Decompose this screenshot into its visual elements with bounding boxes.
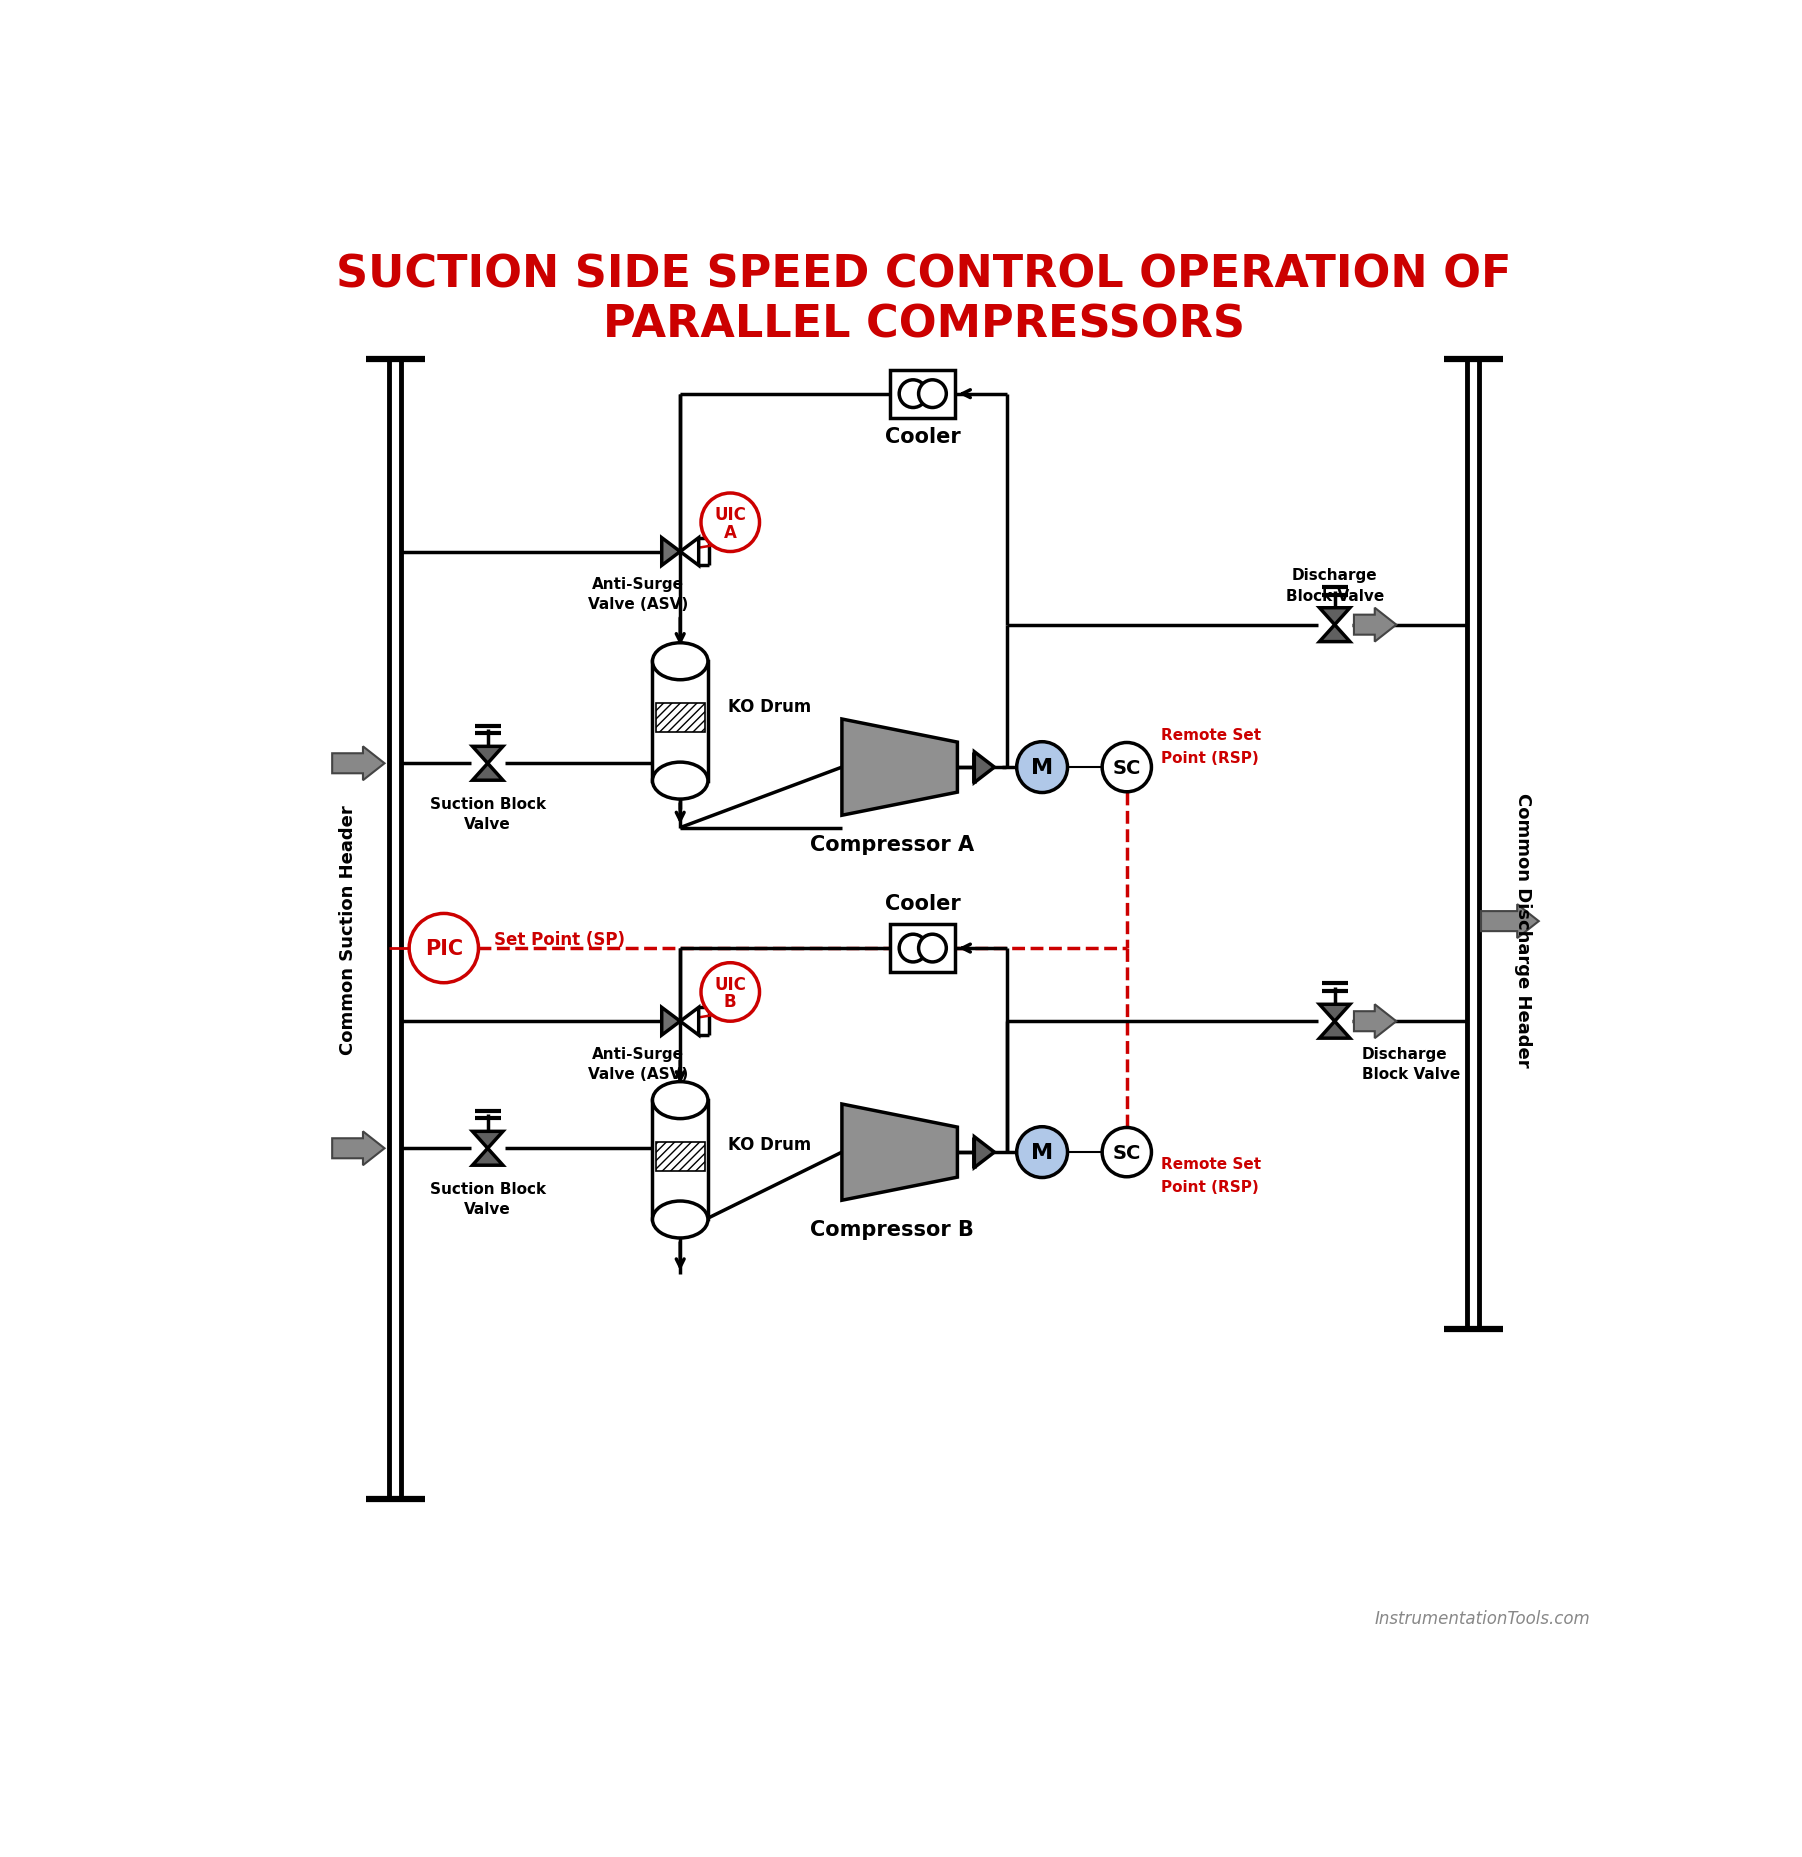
- Ellipse shape: [652, 643, 708, 680]
- Text: Compressor B: Compressor B: [811, 1220, 973, 1239]
- Text: Block Valve: Block Valve: [1285, 589, 1384, 604]
- Polygon shape: [1319, 626, 1350, 643]
- Polygon shape: [661, 1008, 679, 1036]
- Bar: [656, 704, 705, 734]
- Text: Common Suction Header: Common Suction Header: [339, 804, 357, 1055]
- Text: PIC: PIC: [425, 938, 463, 958]
- Polygon shape: [332, 747, 384, 780]
- Polygon shape: [472, 1149, 503, 1166]
- Polygon shape: [472, 1131, 503, 1149]
- Text: PARALLEL COMPRESSORS: PARALLEL COMPRESSORS: [602, 305, 1245, 347]
- Text: UIC: UIC: [714, 505, 746, 524]
- Text: M: M: [1031, 758, 1052, 778]
- Text: Point (RSP): Point (RSP): [1162, 750, 1260, 765]
- Circle shape: [919, 934, 946, 962]
- Text: UIC: UIC: [714, 975, 746, 993]
- Text: Valve: Valve: [465, 1201, 512, 1216]
- Polygon shape: [472, 747, 503, 763]
- Circle shape: [1016, 743, 1067, 793]
- Text: Cooler: Cooler: [885, 427, 960, 448]
- Polygon shape: [1319, 1005, 1350, 1021]
- Circle shape: [1103, 1127, 1151, 1177]
- Circle shape: [701, 494, 759, 552]
- Text: Point (RSP): Point (RSP): [1162, 1179, 1260, 1194]
- Text: Remote Set: Remote Set: [1162, 728, 1261, 743]
- Text: Suction Block: Suction Block: [429, 797, 546, 812]
- Polygon shape: [1353, 1005, 1397, 1038]
- Text: M: M: [1031, 1142, 1052, 1162]
- Text: Discharge: Discharge: [1292, 568, 1377, 583]
- Polygon shape: [975, 752, 995, 784]
- Bar: [652, 1101, 708, 1220]
- Polygon shape: [679, 539, 699, 566]
- Text: Cooler: Cooler: [885, 893, 960, 914]
- Polygon shape: [472, 763, 503, 780]
- Polygon shape: [1319, 1021, 1350, 1038]
- Text: SC: SC: [1112, 758, 1141, 778]
- Polygon shape: [679, 1008, 699, 1036]
- Ellipse shape: [652, 763, 708, 800]
- Text: Common Discharge Header: Common Discharge Header: [1514, 793, 1532, 1066]
- Text: A: A: [724, 524, 737, 542]
- Polygon shape: [842, 721, 957, 815]
- Polygon shape: [1481, 904, 1539, 938]
- Polygon shape: [1353, 609, 1397, 643]
- Text: SUCTION SIDE SPEED CONTROL OPERATION OF: SUCTION SIDE SPEED CONTROL OPERATION OF: [335, 254, 1512, 297]
- Polygon shape: [842, 1105, 957, 1201]
- Text: Suction Block: Suction Block: [429, 1181, 546, 1196]
- Polygon shape: [661, 539, 679, 566]
- Text: InstrumentationTools.com: InstrumentationTools.com: [1375, 1610, 1591, 1627]
- Ellipse shape: [652, 1201, 708, 1239]
- Polygon shape: [975, 1136, 995, 1168]
- Text: Compressor A: Compressor A: [809, 834, 975, 854]
- Ellipse shape: [652, 1083, 708, 1120]
- Text: Anti-Surge: Anti-Surge: [591, 1047, 683, 1062]
- Bar: [652, 661, 708, 782]
- Text: Set Point (SP): Set Point (SP): [494, 930, 625, 949]
- Bar: [656, 1142, 705, 1172]
- Text: Discharge: Discharge: [1362, 1047, 1447, 1062]
- Circle shape: [1016, 1127, 1067, 1177]
- Circle shape: [701, 964, 759, 1021]
- Circle shape: [899, 934, 926, 962]
- Text: Valve: Valve: [465, 817, 512, 832]
- Circle shape: [1103, 743, 1151, 793]
- Text: Anti-Surge: Anti-Surge: [591, 578, 683, 592]
- Text: KO Drum: KO Drum: [728, 1136, 811, 1153]
- Polygon shape: [1319, 609, 1350, 626]
- Circle shape: [919, 381, 946, 409]
- Text: Valve (ASV): Valve (ASV): [587, 1066, 688, 1081]
- Text: SC: SC: [1112, 1144, 1141, 1162]
- Bar: [890, 371, 955, 418]
- Text: Remote Set: Remote Set: [1162, 1157, 1261, 1172]
- Text: B: B: [724, 993, 737, 1010]
- Text: Block Valve: Block Valve: [1362, 1066, 1460, 1081]
- Bar: [890, 925, 955, 973]
- Circle shape: [899, 381, 926, 409]
- Polygon shape: [332, 1131, 384, 1166]
- Circle shape: [409, 914, 479, 982]
- Text: Valve (ASV): Valve (ASV): [587, 598, 688, 613]
- Text: KO Drum: KO Drum: [728, 696, 811, 715]
